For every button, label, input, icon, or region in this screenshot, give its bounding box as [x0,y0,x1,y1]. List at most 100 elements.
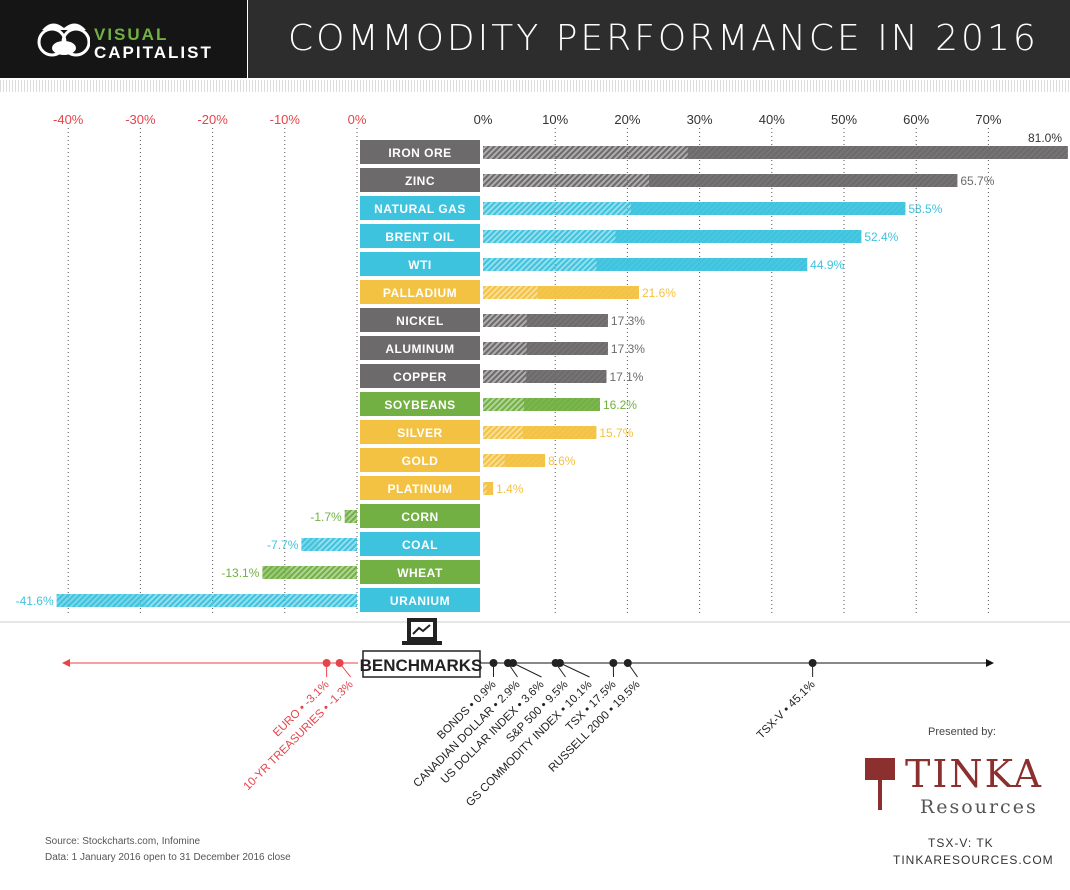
category-label-box [360,224,480,248]
bar-solid [56,594,147,607]
logo-text-capitalist: CAPITALIST [94,43,213,62]
category-label: SOYBEANS [384,398,455,412]
presented-by: Presented by: [928,726,996,738]
value-label: -1.7% [310,510,342,524]
category-label: WTI [408,258,432,272]
category-label-box [360,532,480,556]
value-label: 65.7% [960,174,994,188]
tick-label: -40% [53,112,84,127]
sponsor-website[interactable]: TINKARESOURCES.COM [893,853,1054,867]
bar-solid [486,482,494,495]
category-label: ALUMINUM [385,342,454,356]
data-note: Data: 1 January 2016 open to 31 December… [45,852,291,863]
category-label-box [360,420,480,444]
category-label-box [360,392,480,416]
bar-solid [526,370,607,383]
category-label-box [360,504,480,528]
value-label: -13.1% [221,566,259,580]
tick-label: 0% [348,112,367,127]
bar-solid [523,398,600,411]
category-label-box [360,448,480,472]
benchmark-stem [507,662,518,678]
value-label: 16.2% [603,398,637,412]
category-label: NICKEL [396,314,444,328]
benchmark-stem [627,662,638,678]
value-label: 21.6% [642,286,676,300]
category-label: GOLD [402,454,439,468]
value-label: -7.7% [267,538,299,552]
category-label-box [360,588,480,612]
sponsor-logo-subtext: Resources [920,796,1038,818]
category-label: SILVER [397,426,442,440]
binoculars-icon [37,23,90,57]
benchmark-label: TSX-V • 45.1% [755,679,818,742]
bar-solid [649,174,958,187]
bar [56,594,357,607]
bar-solid [687,146,1068,159]
category-label: CORN [401,510,438,524]
bar-solid [344,510,349,523]
category-label-box [360,560,480,584]
laptop-chart-icon [402,618,442,645]
category-label: IRON ORE [388,146,451,160]
tick-label: 50% [831,112,857,127]
sponsor-logo-text: TINKA [905,752,1043,796]
bar [301,538,357,551]
bar-solid [615,230,862,243]
header-divider [0,80,1070,92]
category-label: COPPER [393,370,447,384]
tick-label: 10% [542,112,568,127]
arrow-left-icon [62,659,70,667]
bar [262,566,357,579]
page-title: COMMODITY PERFORMANCE IN 2016 [288,18,1039,59]
benchmarks-title: BENCHMARKS [360,656,483,675]
category-label: WHEAT [397,566,443,580]
category-label: URANIUM [390,594,450,608]
tick-label: -20% [197,112,228,127]
category-label: PALLADIUM [383,286,457,300]
tick-label: 60% [903,112,929,127]
tick-label: 70% [975,112,1001,127]
bar-solid [504,454,546,467]
value-label: 17.3% [611,314,645,328]
tinka-logo-icon [865,758,895,810]
category-label-box [360,140,480,164]
value-label: 1.4% [496,482,524,496]
value-label: -41.6% [16,594,54,608]
source-text: Source: Stockcharts.com, Infomine [45,836,201,847]
value-label: 8.6% [548,454,576,468]
tick-label: -10% [270,112,301,127]
value-label: 17.1% [609,370,643,384]
value-label: 52.4% [864,230,898,244]
category-label: NATURAL GAS [374,202,466,216]
category-label-box [360,336,480,360]
title-bar: COMMODITY PERFORMANCE IN 2016 [248,0,1070,78]
value-label: 17.3% [611,342,645,356]
sponsor-ticker: TSX-V: TK [928,836,994,850]
benchmark-stem [339,662,352,678]
tick-label: 20% [614,112,640,127]
category-label-box [360,196,480,220]
bar-solid [526,342,608,355]
bar-solid [596,258,808,271]
value-label: 15.7% [599,426,633,440]
tick-label: 0% [474,112,493,127]
category-label-box [360,308,480,332]
tick-label: 40% [759,112,785,127]
category-label-box [360,364,480,388]
category-label: COAL [402,538,438,552]
logo-text-visual: VISUAL [94,25,169,44]
arrow-right-icon [986,659,994,667]
bar-solid [537,286,639,299]
category-label-box [360,280,480,304]
bar-solid [526,314,608,327]
tick-label: 30% [687,112,713,127]
benchmark-label: 10-YR TREASURIES • -1.3% [242,679,356,793]
category-label: ZINC [405,174,435,188]
category-label: PLATINUM [387,482,452,496]
benchmarks-box [362,650,481,678]
bar [344,510,357,523]
category-label: BRENT OIL [385,230,454,244]
